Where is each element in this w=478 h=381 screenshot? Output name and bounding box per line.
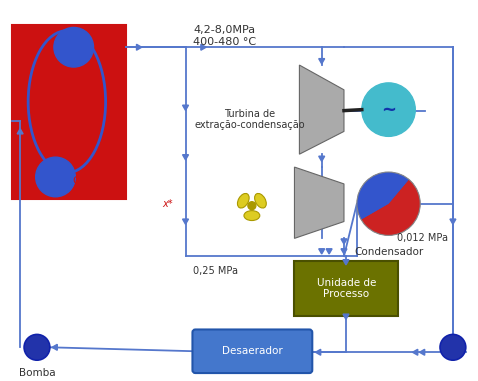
Text: x*: x* [163,199,173,209]
Text: 4,2-8,0MPa
400-480 °C: 4,2-8,0MPa 400-480 °C [194,26,257,47]
Polygon shape [52,344,57,350]
Wedge shape [357,172,420,235]
Text: Caldeira: Caldeira [73,176,116,186]
Polygon shape [341,239,347,244]
Bar [12,26,126,199]
Ellipse shape [244,211,260,221]
Polygon shape [315,349,321,355]
Circle shape [24,335,50,360]
Polygon shape [413,349,418,355]
Circle shape [362,83,415,136]
Polygon shape [17,129,23,134]
Polygon shape [343,260,349,265]
Ellipse shape [255,194,266,208]
Polygon shape [319,59,325,64]
Bar [294,261,399,315]
Circle shape [36,157,76,197]
Text: Desaerador: Desaerador [222,346,283,356]
Wedge shape [361,179,420,235]
Text: ~: ~ [381,101,396,118]
Wedge shape [357,172,409,219]
Polygon shape [420,349,424,355]
Circle shape [248,202,256,210]
Polygon shape [343,314,349,319]
Polygon shape [183,219,188,224]
Polygon shape [299,65,344,154]
Ellipse shape [238,194,249,208]
Polygon shape [294,167,344,239]
Circle shape [54,27,94,67]
Polygon shape [326,249,332,254]
Polygon shape [201,44,206,50]
Text: Unidade de
Processo: Unidade de Processo [317,278,376,299]
Text: Turbina de
extração-condensação: Turbina de extração-condensação [195,109,305,130]
Polygon shape [319,249,325,254]
Circle shape [440,335,466,360]
Text: Bomba: Bomba [19,368,55,378]
Polygon shape [183,105,188,110]
Polygon shape [319,156,325,162]
Polygon shape [341,249,347,254]
Text: 0,012 MPa: 0,012 MPa [397,234,448,243]
Polygon shape [183,155,188,160]
Polygon shape [450,219,456,224]
Polygon shape [137,44,141,50]
Text: 0,25 MPa: 0,25 MPa [194,266,239,276]
Text: Condensador: Condensador [354,247,423,257]
FancyBboxPatch shape [193,330,312,373]
